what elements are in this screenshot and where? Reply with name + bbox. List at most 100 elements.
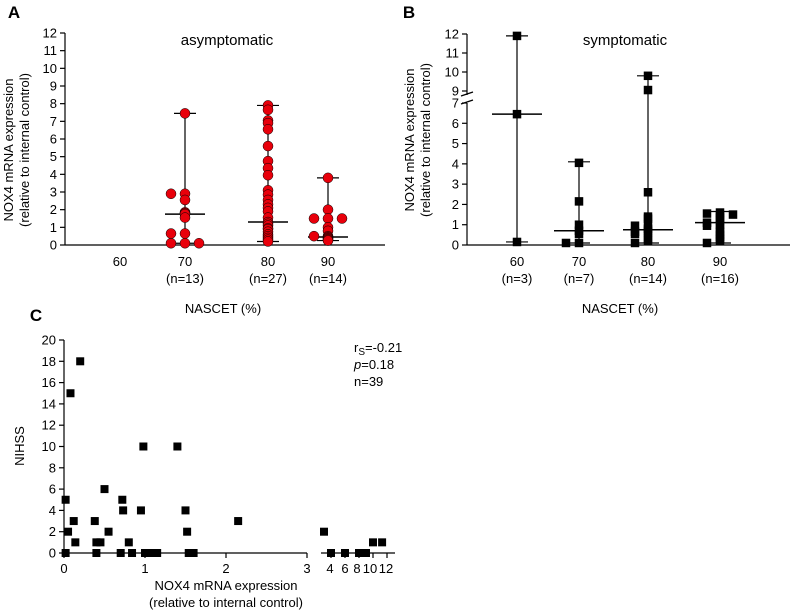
b-x-tick-label: 90: [713, 254, 727, 269]
b-y-label-2: (relative to internal control): [418, 63, 433, 217]
b-y-tick-label: 11: [446, 46, 460, 61]
c-data-point: [128, 549, 137, 557]
b-data-point: [561, 238, 571, 248]
a-data-point: [179, 228, 191, 239]
b-data-point: [630, 229, 640, 239]
c-y-label: NIHSS: [12, 426, 27, 466]
c-data-point: [234, 517, 243, 526]
c-y-tick-label: 18: [42, 354, 56, 369]
b-y-tick-label: 7: [452, 96, 459, 111]
b-x-n-label: (n=14): [629, 271, 667, 286]
c-data-point: [118, 495, 127, 504]
a-data-point: [262, 236, 274, 247]
c-y-tick-label: 8: [49, 460, 56, 475]
c-data-point: [139, 442, 148, 451]
a-data-point: [193, 237, 205, 249]
c-stat-r: rS=-0.21: [354, 340, 402, 358]
c-y-tick-label: 0: [49, 546, 56, 561]
c-data-point: [378, 538, 387, 547]
a-x-tick-label: 70: [178, 254, 192, 269]
a-y-tick-label: 11: [44, 43, 58, 58]
b-y-tick-label: 1: [452, 217, 459, 232]
c-y-tick-label: 16: [42, 375, 56, 390]
a-x-n-label: (n=27): [249, 271, 287, 286]
c-x-tick-label: 8: [353, 561, 360, 576]
b-y-tick-label: 5: [452, 136, 459, 151]
b-data-point: [702, 209, 712, 218]
c-y-tick-label: 20: [42, 333, 56, 348]
c-y-tick-label: 10: [42, 439, 56, 454]
panel-label-c: C: [30, 306, 42, 325]
a-data-point: [262, 169, 274, 181]
c-x-label: NOX4 mRNA expression: [154, 578, 297, 593]
b-x-tick-label: 80: [641, 254, 655, 269]
a-data-point: [322, 213, 334, 224]
c-data-point: [92, 538, 101, 547]
b-data-point: [512, 31, 522, 41]
b-data-point: [643, 214, 653, 223]
a-y-tick-label: 5: [50, 149, 57, 164]
c-data-point: [173, 442, 182, 451]
b-y-tick-label: 6: [452, 116, 459, 131]
c-data-point: [141, 549, 149, 557]
a-x-tick-label: 90: [321, 254, 335, 269]
b-y-tick-label: 3: [452, 177, 459, 192]
c-y-tick-label: 2: [49, 524, 56, 539]
c-data-point: [362, 549, 370, 557]
a-y-tick-label: 7: [50, 114, 57, 129]
b-x-n-label: (n=7): [564, 271, 595, 286]
b-data-point: [630, 221, 640, 230]
a-y-label-2: (relative to internal control): [17, 73, 32, 227]
b-data-point: [643, 228, 653, 238]
c-data-point: [76, 357, 85, 366]
c-data-point: [124, 538, 133, 547]
a-data-point: [336, 213, 348, 224]
c-x-tick-label: 6: [341, 561, 348, 576]
c-x-tick-label: 0: [60, 561, 67, 576]
c-data-point: [66, 389, 75, 398]
c-x-label-2: (relative to internal control): [149, 595, 303, 610]
c-y-tick-label: 12: [42, 418, 56, 433]
c-data-point: [64, 527, 73, 536]
b-data-point: [715, 236, 725, 246]
c-data-point: [369, 538, 377, 547]
c-data-point: [61, 549, 70, 557]
c-data-point: [320, 527, 328, 536]
a-x-n-label: (n=14): [309, 271, 347, 286]
a-y-label: NOX4 mRNA expression: [1, 78, 16, 221]
b-x-label: NASCET (%): [582, 301, 658, 316]
c-data-point: [104, 527, 113, 536]
c-data-point: [153, 549, 162, 557]
b-data-point: [728, 210, 738, 219]
b-data-point: [574, 158, 584, 168]
a-data-point: [165, 188, 177, 200]
a-data-point: [179, 194, 191, 206]
a-data-point: [308, 213, 320, 224]
b-x-tick-label: 70: [572, 254, 586, 269]
b-data-point: [512, 109, 522, 119]
c-x-tick-label: 4: [326, 561, 333, 576]
b-data-point: [630, 238, 640, 248]
c-data-point: [119, 506, 128, 515]
c-stat-n: n=39: [354, 374, 383, 389]
a-y-tick-label: 12: [43, 26, 57, 41]
a-data-point: [322, 235, 334, 246]
b-data-point: [643, 188, 653, 197]
a-y-tick-label: 0: [50, 238, 57, 253]
b-x-n-label: (n=3): [502, 271, 533, 286]
c-x-tick-label: 12: [379, 561, 393, 576]
c-data-point: [136, 506, 145, 515]
b-data-point: [643, 85, 653, 95]
b-y-tick-label: 2: [452, 197, 459, 212]
b-data-point: [702, 221, 712, 230]
a-y-tick-label: 3: [50, 185, 57, 200]
c-stat-p: p=0.18: [353, 357, 394, 372]
c-y-tick-label: 6: [49, 482, 56, 497]
c-data-point: [181, 506, 190, 515]
a-x-label: NASCET (%): [185, 301, 261, 316]
b-title: symptomatic: [583, 32, 668, 49]
a-y-tick-label: 10: [43, 61, 57, 76]
b-data-point: [574, 229, 584, 239]
panel-label-a: A: [8, 3, 20, 22]
